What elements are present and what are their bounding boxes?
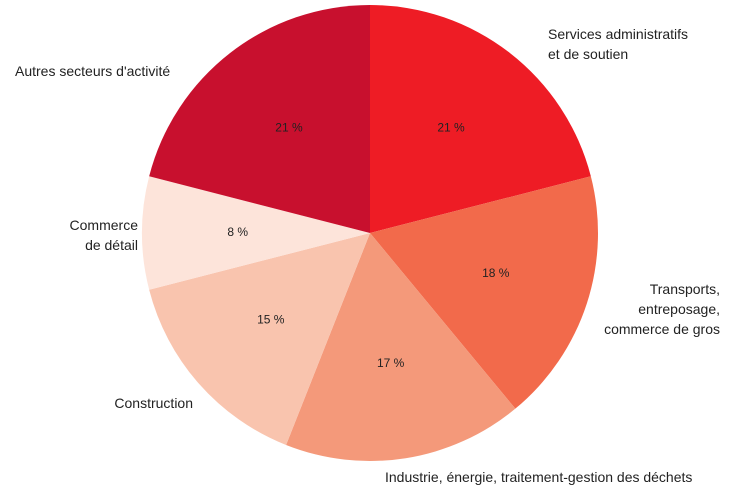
pie-slice: [142, 176, 370, 290]
label-line: Construction: [114, 395, 193, 411]
label-line: entreposage,: [638, 301, 720, 317]
category-label: Commerce de détail: [70, 217, 139, 253]
category-label: Autres secteurs d'activité: [15, 63, 170, 79]
pie-slice: [370, 176, 598, 409]
label-line: Commerce: [70, 217, 139, 233]
pie-slice: [149, 233, 370, 445]
pie-slice: [149, 5, 370, 233]
label-line: Transports,: [650, 281, 720, 297]
slice-value-label: 18 %: [482, 266, 510, 280]
label-line: Services administratifs: [548, 26, 688, 42]
slice-value-label: 8 %: [227, 225, 248, 239]
category-label: Industrie, énergie, traitement-gestion d…: [385, 469, 692, 485]
category-label: Services administratifs et de soutien: [548, 26, 688, 62]
label-line: commerce de gros: [604, 321, 720, 337]
slice-value-label: 15 %: [257, 313, 285, 327]
slice-value-label: 21 %: [275, 121, 303, 135]
label-line: Industrie, énergie, traitement-gestion d…: [385, 469, 692, 485]
label-line: de détail: [85, 237, 138, 253]
label-line: Autres secteurs d'activité: [15, 63, 170, 79]
pie-slice: [286, 233, 516, 462]
slice-value-label: 21 %: [437, 121, 465, 135]
category-label: Transports, entreposage, commerce de gros: [604, 281, 720, 337]
pie-slice: [370, 5, 591, 233]
category-label: Construction: [114, 395, 193, 411]
slice-value-label: 17 %: [377, 356, 405, 370]
label-line: et de soutien: [548, 46, 628, 62]
